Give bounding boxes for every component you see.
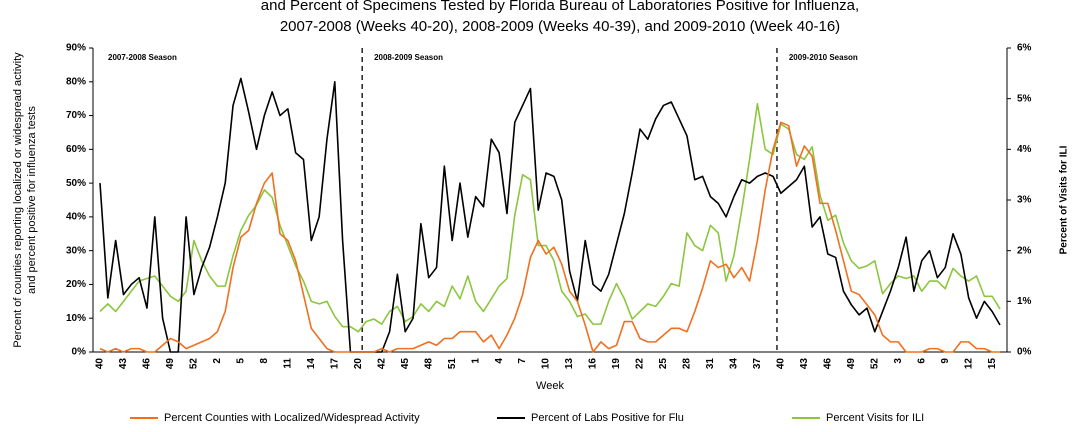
x-tick-label: 52 (189, 358, 200, 370)
y2-tick-label: 5% (1017, 93, 1032, 104)
x-tick-label: 3 (893, 358, 904, 364)
x-tick-label: 51 (447, 358, 458, 370)
season-label: 2009-2010 Season (789, 53, 858, 62)
x-tick-label: 11 (282, 358, 293, 369)
x-tick-label: 31 (705, 358, 716, 370)
y2-axis-title: Percent of Visits for ILI (1059, 145, 1070, 254)
y-tick-label: 20% (66, 279, 86, 290)
x-tick-label: 43 (118, 358, 129, 370)
x-tick-label: 46 (822, 358, 833, 370)
series-line (99, 102, 1001, 333)
y2-tick-label: 0% (1017, 347, 1032, 358)
series-line (99, 77, 1001, 353)
y-axis-title: and percent positive for influenza tests (26, 106, 38, 294)
series-line (99, 121, 1000, 353)
x-tick-label: 7 (517, 358, 528, 364)
y2-tick-label: 1% (1017, 296, 1032, 307)
season-label: 2008-2009 Season (374, 53, 443, 62)
x-tick-label: 17 (329, 358, 340, 370)
x-tick-label: 12 (963, 358, 974, 370)
chart-subtitle: 2007-2008 (Weeks 40-20), 2008-2009 (Week… (280, 18, 840, 35)
x-tick-label: 4 (494, 358, 505, 364)
y-tick-label: 30% (66, 245, 86, 256)
x-tick-label: 34 (729, 358, 740, 370)
y-axis-title: Percent of counties reporting localized … (12, 52, 24, 348)
x-tick-label: 16 (588, 358, 599, 370)
y-tick-label: 80% (66, 76, 86, 87)
y-tick-label: 70% (66, 110, 86, 121)
y-tick-label: 60% (66, 144, 86, 155)
legend-label: Percent Visits for ILI (826, 412, 924, 424)
x-tick-label: 10 (541, 358, 552, 370)
x-axis-title: Week (536, 380, 564, 392)
y-tick-label: 40% (66, 212, 86, 223)
x-tick-label: 20 (353, 358, 364, 370)
x-tick-label: 37 (752, 358, 763, 370)
x-tick-label: 40 (776, 358, 787, 370)
x-tick-label: 52 (869, 358, 880, 370)
chart-title: and Percent of Specimens Tested by Flori… (261, 0, 859, 14)
y-tick-label: 50% (66, 178, 86, 189)
x-tick-label: 9 (940, 358, 951, 364)
y2-tick-label: 3% (1017, 195, 1032, 206)
y-tick-label: 0% (72, 347, 87, 358)
x-tick-label: 45 (400, 358, 411, 370)
y-tick-label: 90% (66, 43, 86, 54)
x-tick-label: 2 (212, 358, 223, 364)
season-label: 2007-2008 Season (108, 53, 177, 62)
x-tick-label: 15 (987, 358, 998, 370)
x-tick-label: 6 (916, 358, 927, 364)
y2-tick-label: 6% (1017, 43, 1032, 54)
x-tick-label: 19 (611, 358, 622, 370)
x-tick-label: 5 (236, 358, 247, 364)
y2-tick-label: 2% (1017, 245, 1032, 256)
x-tick-label: 46 (142, 358, 153, 370)
x-tick-label: 49 (165, 358, 176, 370)
x-tick-label: 14 (306, 358, 317, 370)
y-tick-label: 10% (66, 313, 86, 324)
legend-label: Percent Counties with Localized/Widespre… (164, 412, 420, 424)
x-tick-label: 49 (846, 358, 857, 370)
x-tick-label: 43 (799, 358, 810, 370)
x-tick-label: 48 (423, 358, 434, 370)
x-tick-label: 25 (658, 358, 669, 370)
x-tick-label: 40 (95, 358, 106, 370)
x-tick-label: 22 (635, 358, 646, 370)
x-tick-label: 28 (682, 358, 693, 370)
x-tick-label: 1 (470, 358, 481, 364)
x-tick-label: 42 (376, 358, 387, 370)
x-tick-label: 8 (259, 358, 270, 364)
x-tick-label: 13 (564, 358, 575, 370)
y2-tick-label: 4% (1017, 144, 1032, 155)
legend-label: Percent of Labs Positive for Flu (531, 412, 684, 424)
